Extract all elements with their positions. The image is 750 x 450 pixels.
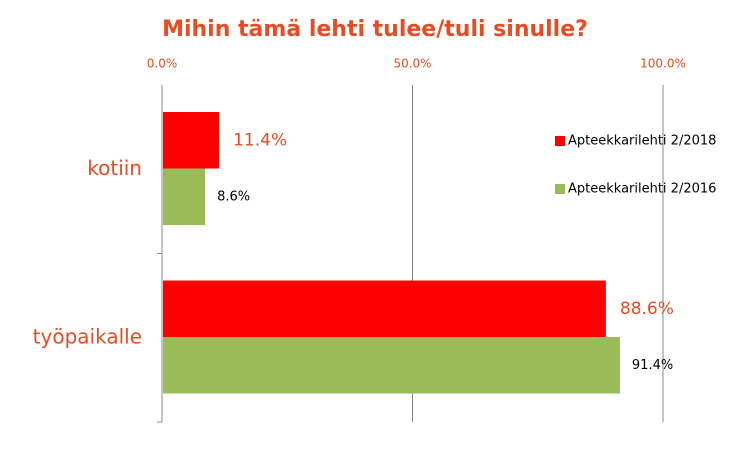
legend-swatch [555, 184, 565, 194]
x-tick-label: 100.0% [640, 57, 686, 71]
value-label: 11.4% [233, 130, 287, 150]
bar [163, 112, 220, 169]
x-tick-label: 0.0% [147, 57, 178, 71]
value-label: 91.4% [632, 358, 673, 373]
bar [163, 337, 620, 394]
legend-label: Apteekkarilehti 2/2016 [568, 182, 716, 197]
chart-title: Mihin tämä lehti tulee/tuli sinulle? [162, 17, 588, 42]
x-tick-label: 50.0% [393, 57, 431, 71]
bar [163, 168, 206, 225]
y-tick-label: työpaikalle [33, 324, 142, 348]
bar [163, 280, 606, 337]
legend-label: Apteekkarilehti 2/2018 [568, 134, 716, 149]
legend-swatch [555, 136, 565, 146]
value-label: 8.6% [217, 189, 250, 204]
y-tick-label: kotiin [87, 156, 142, 180]
value-label: 88.6% [620, 299, 674, 319]
